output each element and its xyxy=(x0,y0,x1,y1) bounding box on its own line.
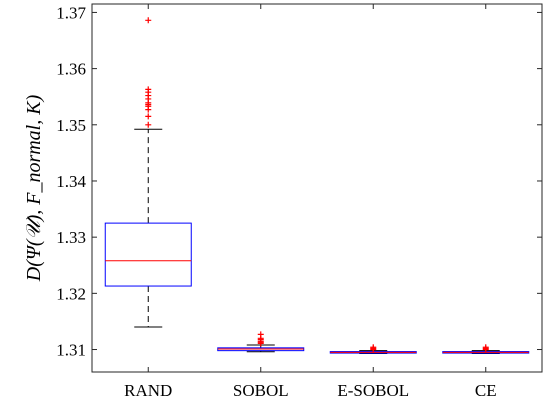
box-ce xyxy=(442,344,530,354)
y-tick-label: 1.35 xyxy=(56,116,86,135)
y-tick-label: 1.33 xyxy=(56,228,86,247)
box-rand xyxy=(104,17,192,328)
y-tick-label: 1.31 xyxy=(56,341,86,360)
boxes xyxy=(104,17,530,354)
x-axis: RAND SOBOL E-SOBOL CE xyxy=(124,4,497,400)
y-tick-label: 1.34 xyxy=(56,172,86,191)
outlier-marker xyxy=(482,344,489,351)
plot-area xyxy=(91,3,543,373)
outlier-marker xyxy=(145,86,152,93)
outlier-marker xyxy=(257,331,264,338)
outlier-marker xyxy=(145,113,152,120)
y-axis-label: D(Ψ(𝒰), F_normal, K) xyxy=(23,94,45,282)
x-tick-label: SOBOL xyxy=(233,381,289,400)
box-e-sobol xyxy=(329,344,417,354)
x-tick-label: E-SOBOL xyxy=(337,381,409,400)
y-axis: 1.31 1.32 1.33 1.34 1.35 1.36 1.37 xyxy=(56,3,542,360)
y-tick-label: 1.36 xyxy=(56,60,86,79)
x-tick-label: CE xyxy=(475,381,497,400)
box-sobol xyxy=(217,331,305,353)
outlier-marker xyxy=(145,121,152,128)
y-tick-label: 1.32 xyxy=(56,284,86,303)
box xyxy=(104,222,192,287)
y-tick-label: 1.37 xyxy=(56,3,86,22)
outlier-marker xyxy=(370,344,377,351)
outlier-marker xyxy=(145,17,152,24)
x-tick-label: RAND xyxy=(124,381,172,400)
